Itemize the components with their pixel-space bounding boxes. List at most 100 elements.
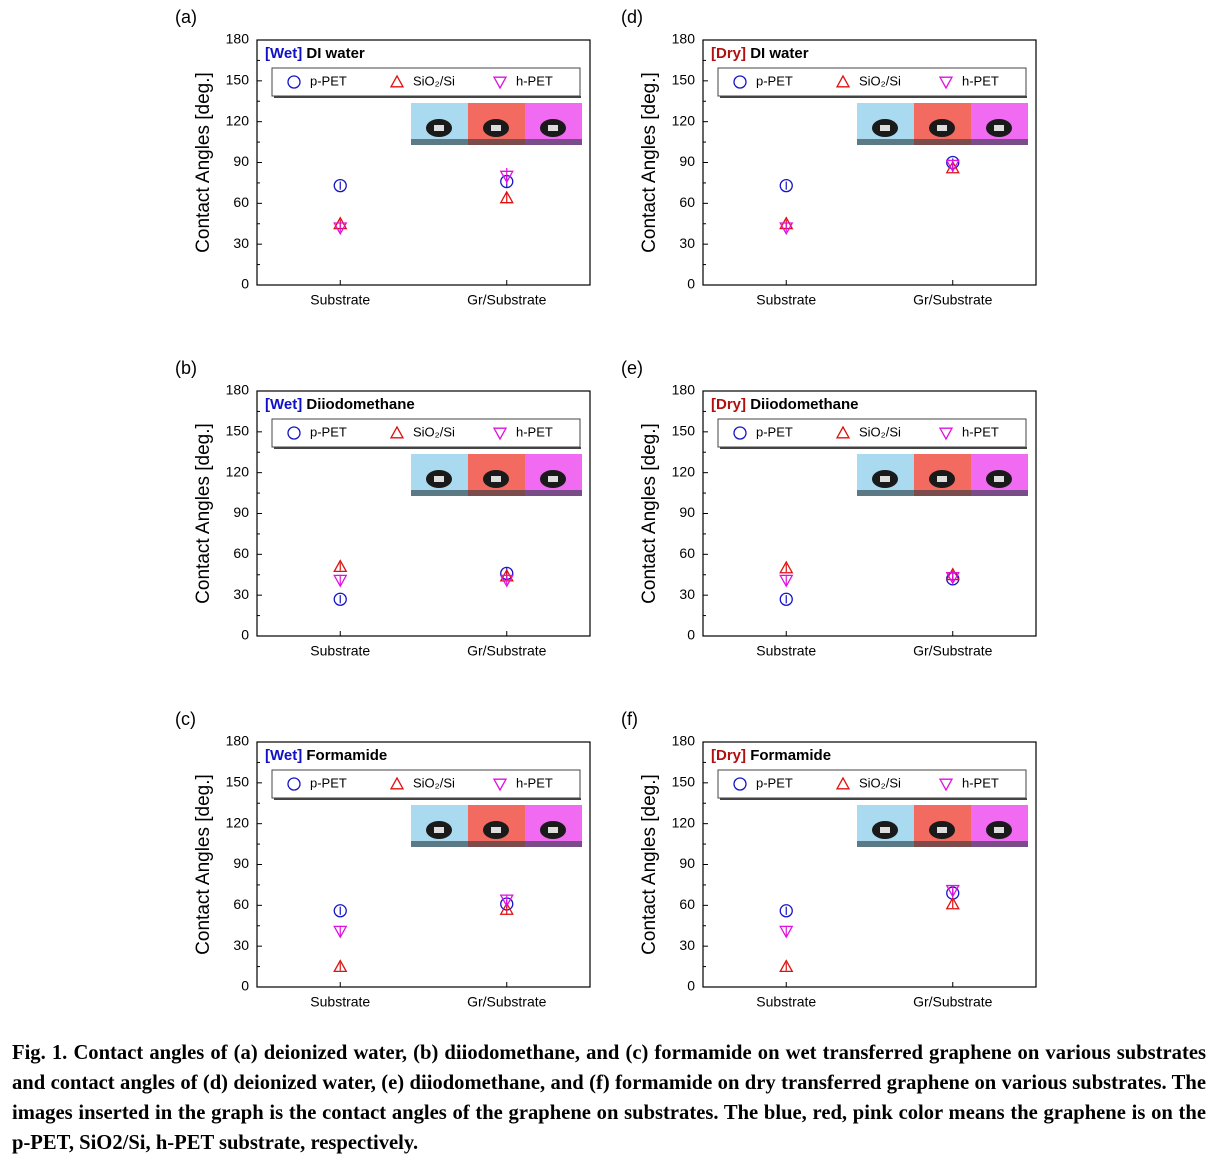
y-tick-label: 90 [679,504,695,520]
inset-substrate [914,139,971,145]
y-tick-label: 30 [233,235,249,251]
inset-highlight [434,125,444,131]
x-tick-label: Gr/Substrate [467,643,547,659]
x-tick-label: Gr/Substrate [467,994,547,1010]
plot-title: [Wet] DI water [265,45,365,62]
legend-marker [287,75,301,89]
legend-label: SiO₂/Si [413,424,455,439]
title-text: DI water [306,45,365,62]
y-axis-label: Contact Angles [deg.] [193,423,214,604]
y-tick-label: 60 [233,194,249,210]
y-tick-label: 0 [241,978,249,994]
inset-highlight [880,476,890,482]
data-point [779,959,794,973]
inset-highlight [548,125,558,131]
inset-substrate [468,139,525,145]
legend-label: h-PET [962,775,999,790]
y-tick-label: 60 [679,194,695,210]
plot-title: [Dry] Formamide [711,747,831,764]
y-tick-label: 150 [226,423,250,439]
inset-substrate [971,841,1028,847]
inset-substrate [857,841,914,847]
data-point [499,574,514,588]
x-tick-label: Substrate [310,994,370,1010]
x-tick-label: Gr/Substrate [467,292,547,308]
y-axis-label: Contact Angles [deg.] [193,72,214,253]
y-tick-label: 120 [672,463,696,479]
y-tick-label: 90 [233,855,249,871]
plot-frame [256,390,591,637]
legend-marker [938,778,954,792]
legend-box [271,418,581,448]
data-point [779,592,793,606]
y-tick-label: 0 [241,276,249,292]
y-tick-label: 0 [687,978,695,994]
y-tick-label: 60 [679,896,695,912]
data-point [499,190,514,204]
plot-title: [Wet] Formamide [265,747,387,764]
legend-marker [733,426,747,440]
inset-substrate [411,490,468,496]
legend-label: h-PET [516,424,553,439]
legend-box [271,769,581,799]
legend-box [717,769,1027,799]
y-tick-label: 150 [226,72,250,88]
legend-label: p-PET [756,73,793,88]
data-point [499,902,514,915]
y-tick-label: 0 [241,627,249,643]
y-tick-label: 180 [672,733,696,749]
y-tick-label: 30 [679,937,695,953]
data-point [779,560,794,574]
legend-marker [938,427,954,441]
data-point [779,574,794,588]
inset-highlight [491,476,501,482]
inset-highlight [548,476,558,482]
y-tick-label: 60 [233,896,249,912]
inset-highlight [434,827,444,833]
x-tick-label: Gr/Substrate [913,292,993,308]
y-tick-label: 60 [679,545,695,561]
plot-frame [702,741,1037,988]
x-tick-label: Substrate [756,994,816,1010]
legend-label: SiO₂/Si [859,73,901,88]
title-text: Diiodomethane [306,396,414,413]
y-tick-label: 150 [672,72,696,88]
x-tick-label: Gr/Substrate [913,643,993,659]
legend-marker [492,76,508,90]
panel-label: (e) [621,358,643,378]
y-tick-label: 150 [672,423,696,439]
data-point [333,574,348,588]
inset-highlight [994,476,1004,482]
legend-marker [733,75,747,89]
inset-substrate [914,841,971,847]
legend-label: h-PET [516,73,553,88]
panel-label: (d) [621,7,643,27]
x-tick-label: Gr/Substrate [913,994,993,1010]
x-tick-label: Substrate [310,292,370,308]
title-tag: [Wet] [265,396,302,413]
inset-highlight [434,476,444,482]
data-point [499,894,514,908]
legend-marker [287,426,301,440]
title-text: Diiodomethane [750,396,858,413]
y-tick-label: 0 [687,627,695,643]
data-point [945,884,960,898]
y-axis-label: Contact Angles [deg.] [639,72,660,253]
legend-label: p-PET [756,775,793,790]
data-point [333,904,347,918]
inset-highlight [994,125,1004,131]
legend-label: SiO₂/Si [859,775,901,790]
title-tag: [Wet] [265,747,302,764]
legend-marker [287,777,301,791]
data-point [333,559,348,573]
data-point [333,959,348,973]
legend-marker [938,76,954,90]
y-tick-label: 120 [672,814,696,830]
inset-substrate [857,139,914,145]
inset-highlight [880,125,890,131]
legend-label: p-PET [310,775,347,790]
panel-label: (c) [175,709,196,729]
y-tick-label: 90 [679,153,695,169]
inset-highlight [880,827,890,833]
inset-substrate [468,490,525,496]
